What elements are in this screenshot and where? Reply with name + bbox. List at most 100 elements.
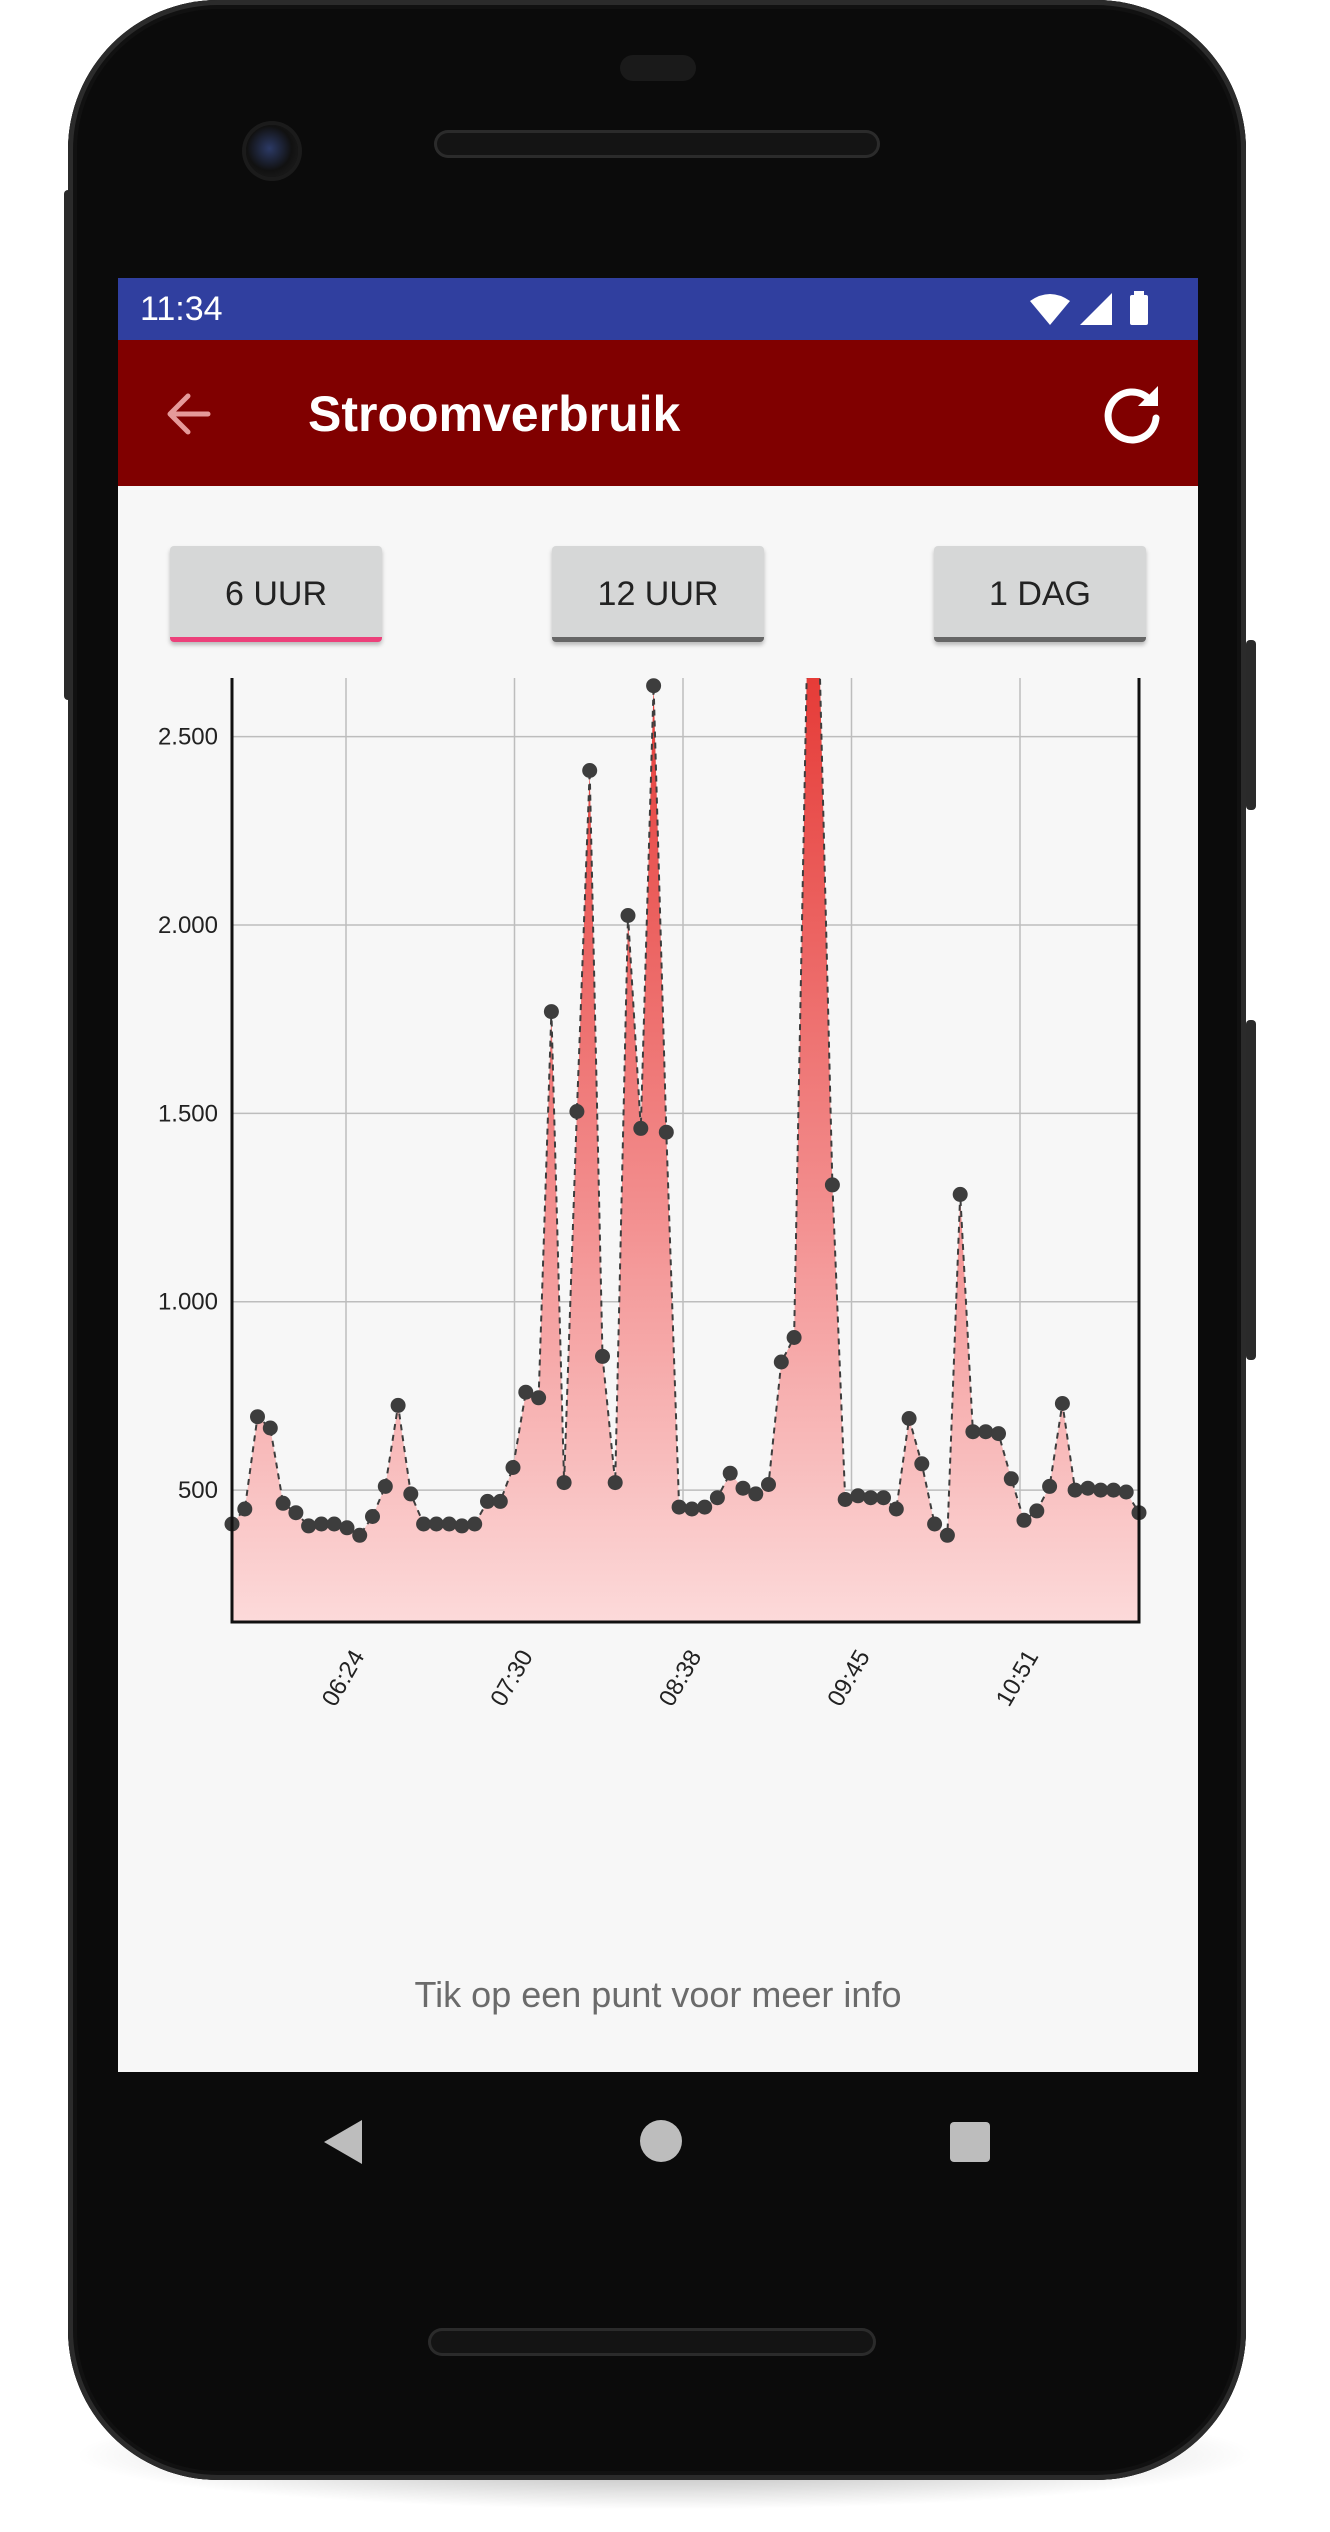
volume-button bbox=[1246, 1020, 1256, 1360]
data-point bbox=[518, 1384, 534, 1400]
data-point bbox=[556, 1475, 572, 1491]
data-point bbox=[1118, 1484, 1134, 1500]
data-point bbox=[569, 1104, 585, 1119]
data-point bbox=[531, 1390, 547, 1406]
data-point bbox=[1054, 1396, 1070, 1411]
range-button-underline bbox=[552, 637, 764, 642]
data-point bbox=[250, 1409, 265, 1425]
range-button-label: 6 UUR bbox=[224, 575, 328, 613]
data-point bbox=[262, 1420, 278, 1436]
hint-text: Tik op een punt voor meer info bbox=[414, 1974, 902, 2015]
range-button-label: 1 DAG bbox=[988, 575, 1092, 613]
chart: 500 1.000 1.500 2.000 2.500 06:24 07:30 08:38 09… bbox=[118, 614, 1198, 1738]
screen: 11:34 Stroomverbruik 6 UUR 12 UU bbox=[118, 278, 1198, 2072]
data-point bbox=[735, 1480, 751, 1496]
data-point bbox=[275, 1495, 291, 1511]
data-point bbox=[709, 1490, 725, 1506]
data-point bbox=[863, 1490, 879, 1506]
refresh-button[interactable] bbox=[1098, 378, 1168, 448]
data-point bbox=[1042, 1478, 1058, 1494]
power-button bbox=[1246, 640, 1256, 810]
y-tick-label: 1.000 bbox=[158, 1289, 218, 1316]
back-triangle-icon bbox=[324, 2120, 362, 2164]
data-point bbox=[952, 1186, 968, 1202]
wifi-icon bbox=[1030, 294, 1070, 325]
data-point bbox=[1093, 1482, 1109, 1498]
y-tick-label: 1.500 bbox=[158, 1100, 218, 1127]
x-tick-label: 07:30 bbox=[485, 1645, 538, 1711]
data-point bbox=[876, 1490, 891, 1506]
data-point bbox=[748, 1486, 764, 1502]
data-point bbox=[377, 1478, 393, 1494]
data-point bbox=[1003, 1471, 1019, 1487]
range-button-12-uur[interactable]: 12 UUR bbox=[552, 546, 764, 642]
data-point bbox=[352, 1527, 368, 1543]
data-point bbox=[1106, 1482, 1121, 1498]
data-point bbox=[684, 1501, 700, 1517]
data-point bbox=[441, 1516, 457, 1532]
data-point bbox=[658, 1124, 674, 1140]
front-camera bbox=[246, 125, 298, 177]
data-point bbox=[786, 1330, 802, 1345]
x-tick-label: 10:51 bbox=[991, 1645, 1044, 1711]
x-tick-label: 09:45 bbox=[822, 1645, 875, 1711]
data-point bbox=[773, 1354, 789, 1370]
y-tick-label: 2.000 bbox=[158, 912, 218, 939]
y-tick-label: 2.500 bbox=[158, 724, 218, 751]
bottom-speaker bbox=[428, 2328, 876, 2356]
data-point bbox=[722, 1465, 738, 1481]
data-point bbox=[1029, 1503, 1045, 1519]
data-point bbox=[454, 1518, 470, 1534]
battery-icon bbox=[1130, 291, 1148, 325]
data-point bbox=[582, 763, 598, 778]
data-point bbox=[390, 1397, 406, 1413]
data-point bbox=[339, 1520, 355, 1536]
data-point bbox=[492, 1493, 508, 1509]
range-button-label: 12 UUR bbox=[597, 575, 719, 613]
data-point bbox=[1016, 1512, 1032, 1528]
data-point bbox=[288, 1505, 304, 1521]
range-button-6-uur[interactable]: 6 UUR bbox=[170, 546, 382, 642]
data-point bbox=[365, 1509, 380, 1524]
refresh-icon bbox=[1104, 386, 1160, 444]
data-point bbox=[301, 1518, 317, 1534]
proximity-sensor bbox=[620, 55, 696, 81]
x-tick-label: 08:38 bbox=[654, 1645, 707, 1711]
left-edge-button bbox=[64, 190, 72, 700]
data-point bbox=[824, 1177, 840, 1193]
data-point bbox=[978, 1424, 994, 1440]
data-point bbox=[837, 1492, 853, 1507]
range-button-underline bbox=[170, 637, 382, 642]
status-time: 11:34 bbox=[140, 290, 223, 328]
data-point bbox=[467, 1516, 483, 1532]
data-point bbox=[697, 1499, 713, 1515]
home-circle-icon[interactable] bbox=[640, 2120, 682, 2162]
data-point bbox=[607, 1475, 623, 1491]
data-point bbox=[428, 1516, 444, 1532]
data-point bbox=[416, 1516, 432, 1532]
recents-square-icon[interactable] bbox=[950, 2122, 990, 2162]
data-point bbox=[888, 1501, 904, 1517]
range-button-1-dag[interactable]: 1 DAG bbox=[934, 546, 1146, 642]
data-point bbox=[1067, 1482, 1083, 1498]
power-usage-chart: 500 1.000 1.500 2.000 2.500 06:24 07:30 08:38 09… bbox=[158, 614, 1147, 1711]
status-bar: 11:34 bbox=[118, 278, 1198, 340]
data-point bbox=[901, 1411, 917, 1426]
nav-back-button[interactable] bbox=[322, 2118, 364, 2166]
data-point bbox=[991, 1426, 1006, 1442]
data-point bbox=[633, 1120, 649, 1136]
data-point bbox=[595, 1348, 610, 1364]
arrow-left-icon bbox=[167, 393, 211, 435]
data-point bbox=[313, 1516, 329, 1532]
data-point bbox=[326, 1516, 342, 1532]
data-point bbox=[850, 1488, 866, 1504]
data-point bbox=[543, 1004, 559, 1020]
x-tick-label: 06:24 bbox=[317, 1645, 370, 1711]
page-title: Stroomverbruik bbox=[308, 386, 681, 442]
data-point bbox=[620, 908, 636, 923]
back-button[interactable] bbox=[158, 384, 218, 444]
data-point bbox=[646, 678, 662, 694]
data-point bbox=[671, 1499, 687, 1515]
range-button-underline bbox=[934, 637, 1146, 642]
data-point bbox=[761, 1477, 776, 1492]
